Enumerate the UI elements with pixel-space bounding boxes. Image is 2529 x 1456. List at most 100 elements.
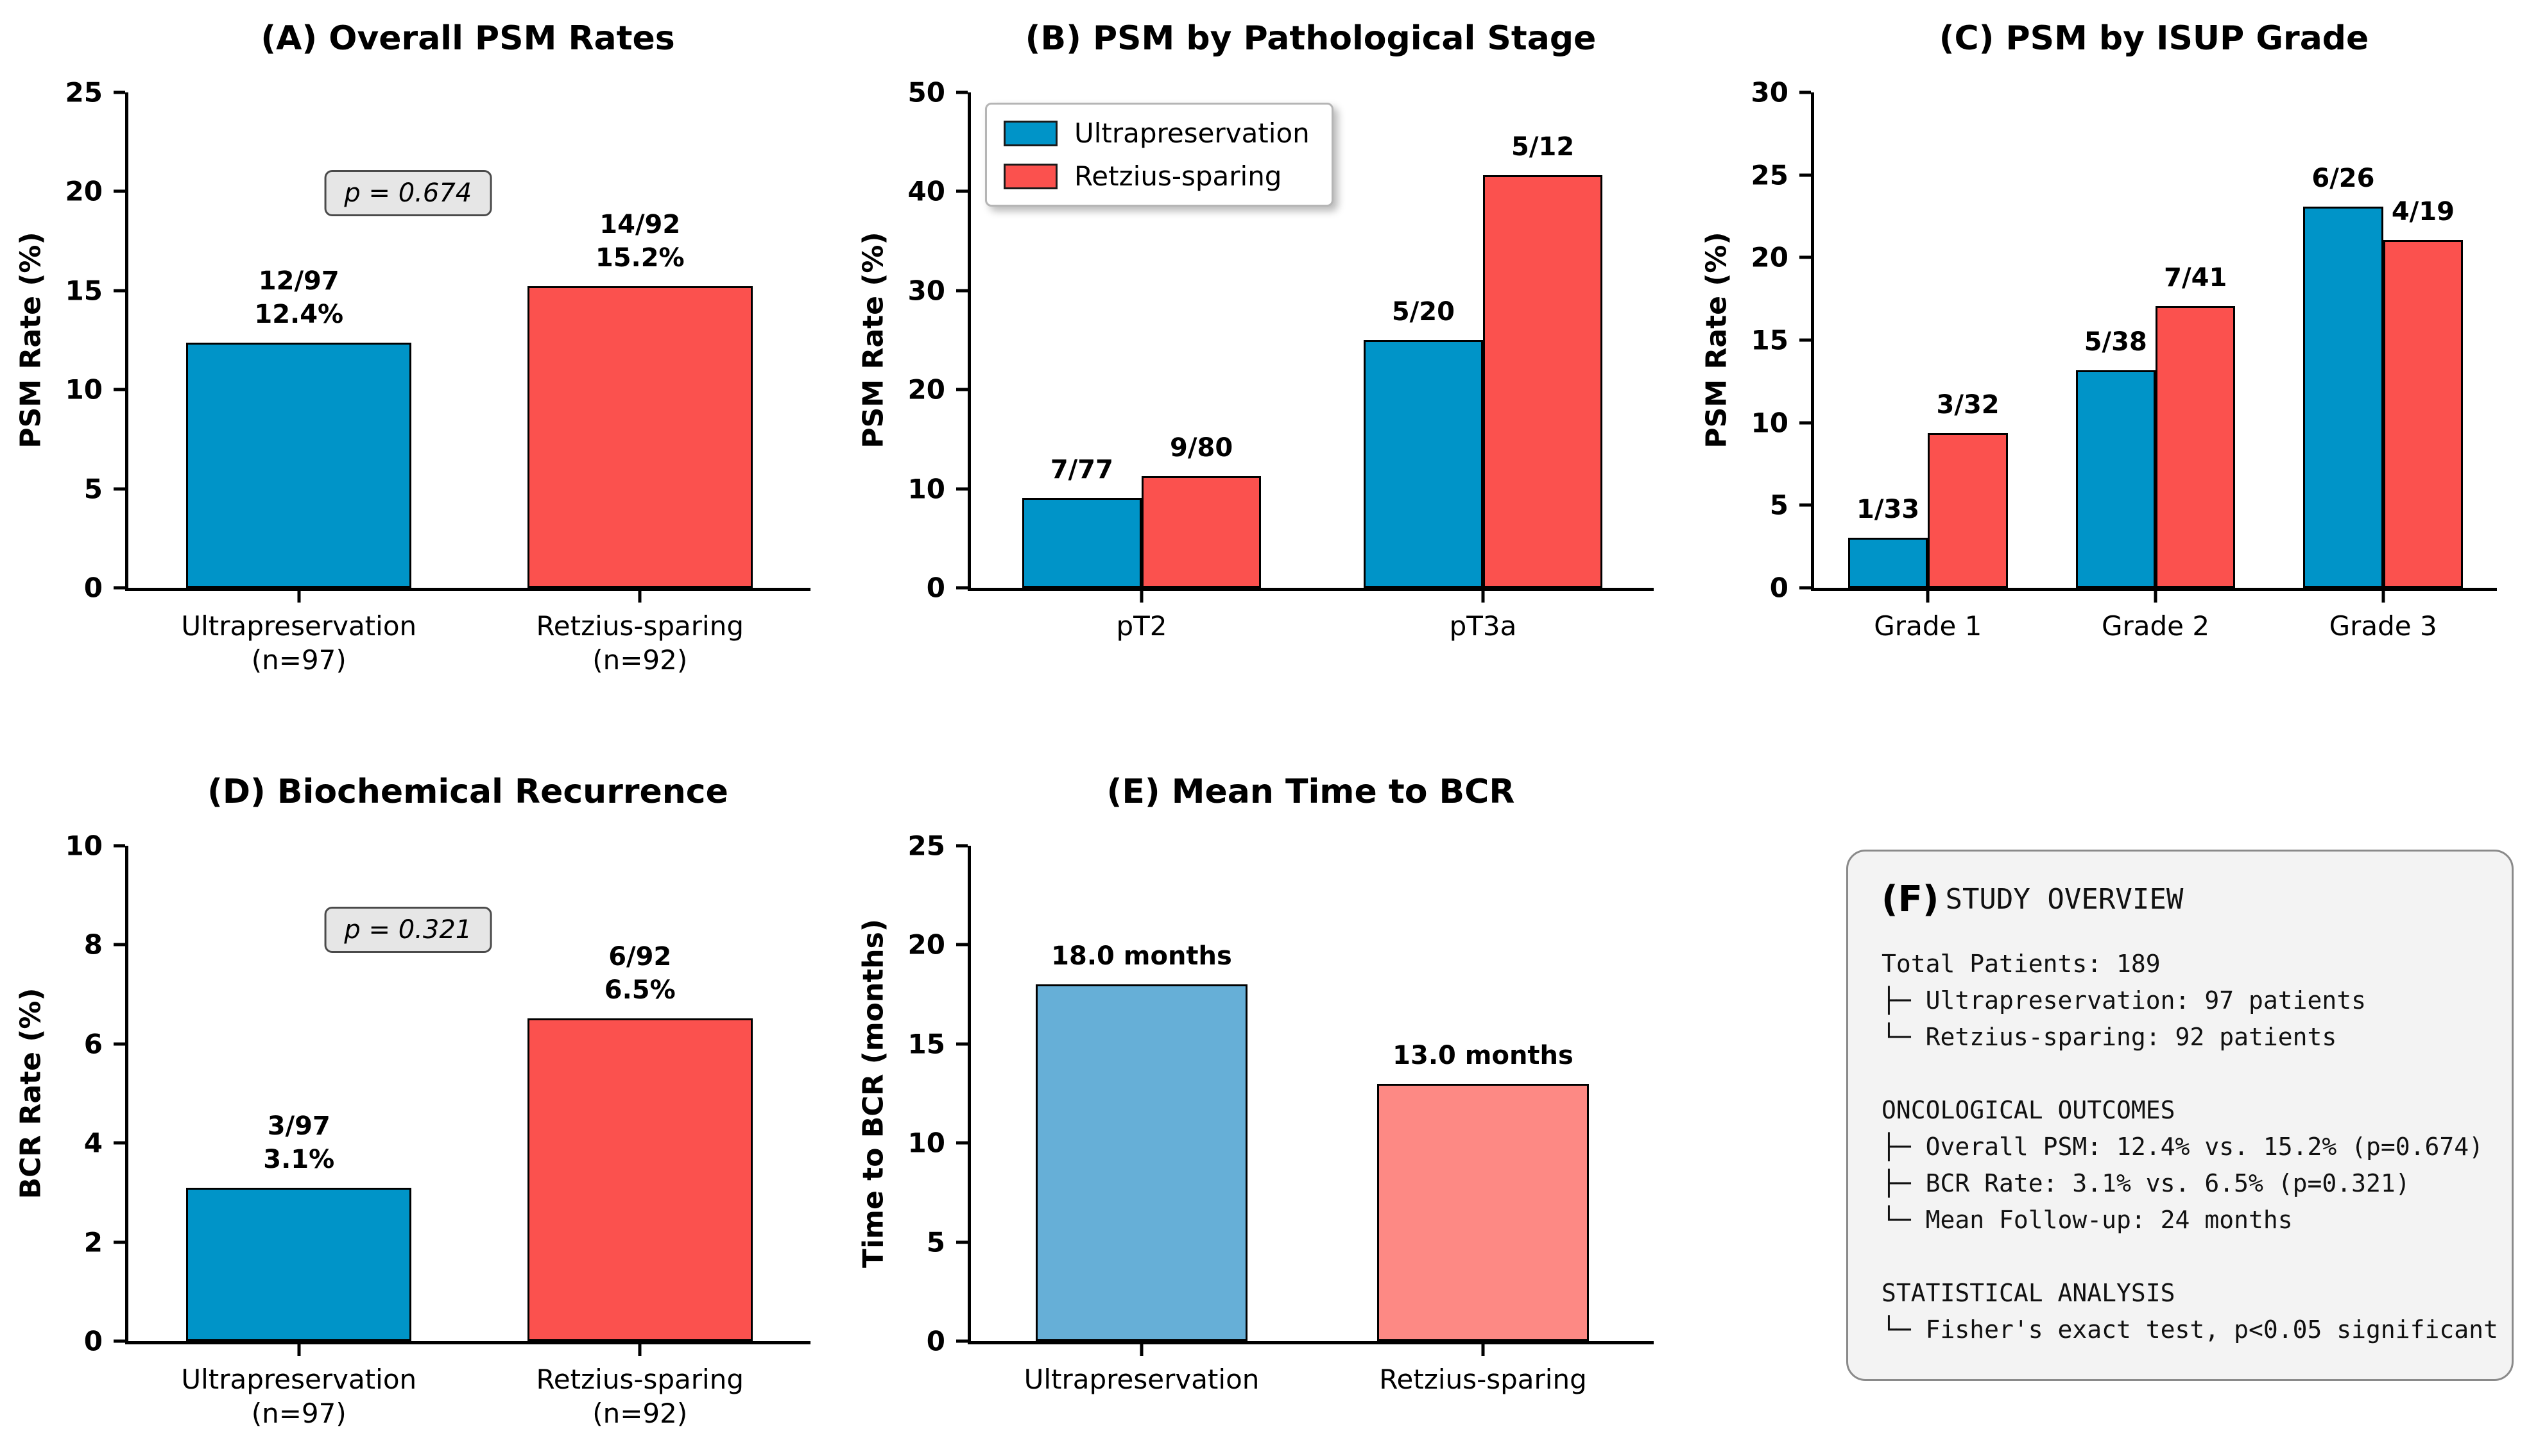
panel-d-plot-area: BCR Rate (%) 0 2 4 6 8 10 3/97 3.1% Ultrapreserv…: [15, 830, 810, 1429]
panel-e-title: (E) Mean Time to BCR: [1106, 773, 1515, 811]
x-tick-label: pT3a: [1449, 610, 1517, 642]
y-tick-mark: [956, 487, 968, 491]
x-tick-label: Retzius-sparing: [1379, 1364, 1587, 1395]
x-tick-mark: [297, 1344, 301, 1356]
panel-a-plot-area: PSM Rate (%) 0 5 10 15 20 25 12/97 12.4% Ultrapr…: [15, 77, 810, 676]
y-tick-label: 25: [65, 76, 103, 108]
study-overview-line: ├─ Overall PSM: 12.4% vs. 15.2% (p=0.674…: [1882, 1133, 2483, 1161]
y-tick-label: 25: [1751, 159, 1788, 191]
bar-ultrapreservation-ultrapreservation: [1036, 984, 1247, 1341]
study-overview-line: ├─ BCR Rate: 3.1% vs. 6.5% (p=0.321): [1882, 1169, 2410, 1197]
bar-value-label: 13.0 months: [1393, 1040, 1573, 1070]
y-tick-label: 5: [83, 473, 103, 505]
bar-ultrapreservation-grade-2: [2075, 370, 2156, 588]
study-overview-line: ├─ Ultrapreservation: 97 patients: [1882, 986, 2366, 1015]
legend-label: Ultrapreservation: [1074, 117, 1310, 149]
y-tick-label: 0: [1769, 572, 1788, 604]
bar-ultrapreservation-ultrapreservation-n-97: [186, 343, 412, 588]
bar-retzius-sparing-pt3a: [1483, 175, 1603, 588]
y-tick-label: 10: [65, 830, 103, 862]
y-tick-mark: [1799, 586, 1811, 590]
bar-ultrapreservation-pt2: [1022, 497, 1142, 588]
bar-value-label: 18.0 months: [1051, 941, 1232, 972]
panel-d: (D) Biochemical Recurrence BCR Rate (%) 0 2…: [0, 728, 843, 1456]
bar-ultrapreservation-pt3a: [1363, 340, 1483, 588]
y-tick-mark: [956, 90, 968, 94]
y-tick-mark: [1799, 338, 1811, 342]
y-tick-label: 4: [83, 1127, 103, 1159]
panel-b: (B) PSM by Pathological Stage PSM Rate (%…: [843, 0, 1686, 728]
y-tick-label: 20: [65, 175, 103, 207]
panel-b-y-axis-label: PSM Rate (%): [857, 232, 890, 449]
x-tick-mark: [638, 1344, 642, 1356]
bar-retzius-sparing-grade-1: [1928, 433, 2008, 588]
x-tick-label: Ultrapreservation (n=97): [181, 1364, 417, 1429]
y-tick-mark: [114, 1240, 125, 1244]
legend-label: Retzius-sparing: [1074, 160, 1282, 192]
legend-item-retzius-sparing: Retzius-sparing: [1004, 160, 1310, 192]
study-overview-line: [1882, 1056, 2478, 1092]
y-tick-mark: [956, 1141, 968, 1145]
x-tick-label: Ultrapreservation (n=97): [181, 610, 417, 676]
bar-ultrapreservation-ultrapreservation-n-97: [186, 1188, 412, 1341]
y-tick-mark: [114, 289, 125, 293]
y-tick-label: 0: [926, 572, 945, 604]
x-tick-label: pT2: [1116, 610, 1167, 642]
x-tick-mark: [2154, 591, 2157, 603]
y-tick-label: 5: [926, 1226, 945, 1258]
y-tick-mark: [114, 586, 125, 590]
retzius-sparing-swatch: [1004, 163, 1058, 189]
panel-d-y-axis-label: BCR Rate (%): [14, 988, 47, 1199]
x-tick-mark: [1481, 1344, 1485, 1356]
panel-a: (A) Overall PSM Rates PSM Rate (%) 0 5 10 15 2…: [0, 0, 843, 728]
y-tick-label: 2: [83, 1226, 103, 1258]
panel-c: (C) PSM by ISUP Grade PSM Rate (%) 0 5 10 15 2…: [1686, 0, 2529, 728]
bar-value-label: 14/92 15.2%: [595, 210, 685, 273]
y-tick-mark: [114, 189, 125, 193]
y-tick-label: 6: [83, 1028, 103, 1060]
y-tick-mark: [956, 189, 968, 193]
y-tick-mark: [114, 943, 125, 946]
panel-f: (F) STUDY OVERVIEW Total Patients: 189 ├─…: [1686, 728, 2529, 1456]
y-tick-mark: [114, 844, 125, 848]
study-overview-text: Total Patients: 189 ├─ Ultrapreservation:…: [1882, 946, 2498, 1348]
study-overview-line: STATISTICAL ANALYSIS: [1882, 1279, 2175, 1307]
bar-ultrapreservation-grade-3: [2303, 207, 2383, 588]
bar-ultrapreservation-grade-1: [1847, 538, 1928, 588]
x-tick-mark: [2381, 591, 2385, 603]
x-tick-mark: [297, 591, 301, 603]
panel-e-plot-area: Time to BCR (months) 0 5 10 15 20 25 18.0 month…: [857, 830, 1654, 1395]
y-tick-mark: [956, 586, 968, 590]
study-overview-line: └─ Retzius-sparing: 92 patients: [1882, 1023, 2337, 1051]
panel-e: (E) Mean Time to BCR Time to BCR (months)…: [843, 728, 1686, 1456]
y-tick-mark: [956, 289, 968, 293]
study-overview-line: Total Patients: 189: [1882, 950, 2161, 978]
x-tick-mark: [1926, 591, 1930, 603]
panel-f-label: (F): [1882, 878, 1939, 920]
y-tick-mark: [1799, 421, 1811, 425]
panel-d-title: (D) Biochemical Recurrence: [207, 773, 728, 811]
y-tick-mark: [114, 90, 125, 94]
ultrapreservation-swatch: [1004, 120, 1058, 146]
y-tick-mark: [114, 388, 125, 391]
bar-value-label: 7/41: [2164, 262, 2227, 293]
y-tick-label: 40: [907, 175, 945, 207]
y-tick-label: 50: [907, 76, 945, 108]
panel-a-title: (A) Overall PSM Rates: [261, 19, 675, 58]
y-tick-label: 10: [907, 473, 945, 505]
panel-b-plot-area: PSM Rate (%) 0 10 20 30 40 50 7/77 9/80 pT2 5/20 5/…: [857, 77, 1654, 642]
y-tick-mark: [956, 388, 968, 391]
x-tick-mark: [1140, 591, 1144, 603]
bar-retzius-sparing-grade-3: [2383, 240, 2464, 588]
x-tick-label: Grade 3: [2329, 610, 2437, 642]
x-tick-mark: [1481, 591, 1485, 603]
y-tick-label: 0: [83, 1325, 103, 1357]
bar-retzius-sparing-retzius-sparing: [1377, 1083, 1589, 1341]
study-overview-title: STUDY OVERVIEW: [1945, 883, 2184, 916]
y-tick-mark: [956, 1240, 968, 1244]
bar-retzius-sparing-retzius-sparing-n-92: [527, 1018, 753, 1341]
x-tick-label: Retzius-sparing (n=92): [536, 1364, 744, 1429]
x-tick-label: Grade 1: [1874, 610, 1982, 642]
